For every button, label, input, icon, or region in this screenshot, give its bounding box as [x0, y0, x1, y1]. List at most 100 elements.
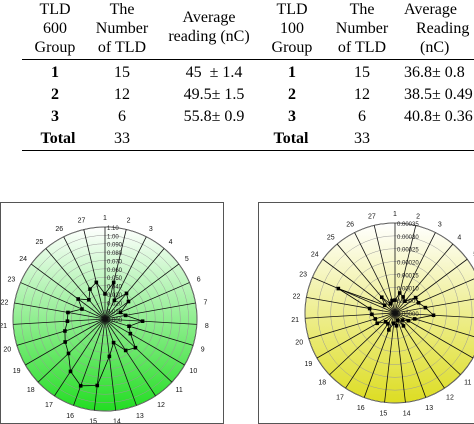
right-row-1-group: 1 [288, 64, 296, 81]
right-row-3-group: 3 [288, 108, 296, 125]
radar-spoke-label: 27 [78, 218, 86, 225]
radar-spoke [83, 229, 106, 320]
radar-ring-label: 0.060 [107, 268, 123, 274]
radar-spoke [30, 263, 106, 320]
radar-spoke-label: 11 [176, 387, 183, 394]
radar-ring-label: 1.10 [107, 226, 119, 232]
radar-ring-label: 0.00010 [397, 286, 419, 292]
radar-data-point [111, 340, 116, 345]
radar-spoke-label: 14 [403, 410, 411, 417]
radar-chart-tld100: 0.00000 0.00005 0.00010 0.00015 0.00020 0.000… [291, 211, 474, 417]
radar-spoke [363, 312, 396, 398]
radar-spoke [104, 318, 137, 406]
radar-spoke-label: 22 [1, 299, 9, 306]
radar-data-point [336, 286, 341, 291]
radar-data-point [375, 321, 379, 326]
radar-spoke [384, 312, 396, 403]
left-row-2-group: 2 [51, 86, 59, 103]
radar-ring-label: 0.00005 [397, 299, 419, 305]
left-row-3-number: 6 [118, 108, 126, 125]
radar-spoke-label: 20 [295, 340, 303, 347]
radar-spoke-label: 13 [136, 413, 144, 420]
right-row-2-reading: 38.5± 0.49 [404, 86, 473, 103]
radar-spoke [306, 296, 396, 314]
radar-ring-label: 0.040 [107, 285, 123, 291]
header-right-number: The Number of TLD [332, 0, 392, 57]
radar-spoke [93, 318, 106, 411]
right-row-1-reading: 36.8± 0.8 [404, 64, 465, 81]
radar-data-point [413, 295, 418, 300]
radar-series-line [64, 281, 144, 387]
left-row-1-number: 15 [114, 64, 130, 81]
right-total-label: Total [273, 130, 309, 147]
header-line: (nC) [420, 39, 450, 56]
results-table: TLD 600 Group The Number of TLD Average … [0, 0, 474, 176]
radar-data-point [126, 299, 131, 304]
radar-spoke-label: 19 [304, 361, 312, 368]
radar-spoke [394, 278, 474, 314]
radar-spoke [394, 312, 474, 319]
radar-data-point [78, 384, 83, 388]
radar-ring-label: 0.020 [107, 301, 123, 307]
radar-ring-label: 0.00000 [397, 312, 419, 318]
header-line: reading (nC) [168, 28, 250, 45]
radar-spoke [394, 312, 427, 398]
radar-data-point [400, 318, 405, 322]
radar-data-point [95, 383, 100, 388]
left-row-2-reading: 49.5± 1.5 [183, 86, 245, 103]
radar-spoke-label: 24 [311, 251, 319, 258]
radar-data-point [393, 298, 397, 302]
radar-spoke-label: 18 [27, 387, 35, 394]
radar-spoke-label: 18 [318, 380, 326, 387]
radar-spoke [336, 243, 396, 314]
radar-spoke [14, 302, 106, 320]
radar-data-point [386, 321, 390, 326]
radar-spoke-label: 17 [45, 402, 53, 409]
radar-data-point [88, 287, 92, 291]
radar-data-point [123, 348, 128, 353]
right-row-2-number: 12 [354, 86, 370, 103]
radar-spoke [13, 318, 106, 325]
radar-data-point [123, 313, 128, 318]
radar-spoke [104, 236, 147, 320]
radar-spoke [394, 312, 474, 338]
radar-spoke [394, 312, 461, 376]
radar-data-point [431, 313, 436, 318]
right-row-3-number: 6 [358, 108, 366, 125]
radar-data-point [392, 321, 396, 326]
radar-spoke-label: 4 [169, 239, 173, 246]
radar-spoke-label: 11 [464, 380, 471, 387]
radar-spoke-label: 17 [336, 395, 344, 402]
radar-spoke-label: 3 [438, 222, 442, 229]
radar-data-point [140, 319, 145, 323]
radar-spoke [104, 318, 173, 383]
radar-spoke-label: 14 [113, 418, 121, 423]
radar-data-point [133, 345, 138, 350]
radar-spoke-label: 2 [416, 214, 420, 221]
header-line: Number [95, 20, 149, 37]
radar-spoke-label: 26 [55, 226, 63, 233]
radar-data-point [397, 291, 402, 295]
radar-data-point [395, 318, 400, 323]
radar-spoke [104, 229, 127, 320]
radar-spoke [16, 318, 106, 346]
radar-data-point [367, 306, 372, 311]
left-row-1-group: 1 [51, 64, 59, 81]
radar-data-point [412, 317, 417, 321]
radar-data-point [387, 328, 391, 332]
header-line: 600 [43, 20, 67, 37]
radar-data-point [103, 292, 107, 296]
header-line: Group [34, 39, 76, 56]
radar-data-point [128, 331, 133, 336]
radar-spoke-label: 21 [291, 317, 299, 324]
radar-data-point [383, 320, 388, 324]
radar-data-point [80, 307, 84, 311]
radar-data-point [401, 324, 406, 328]
radar-spoke [37, 318, 106, 383]
radar-spoke [104, 248, 165, 320]
radar-data-point [63, 329, 67, 333]
radar-chart-tld600-panel: 0.0000.0100.0200.0300.0400.0500.0600.070… [0, 202, 224, 424]
header-line: of TLD [337, 39, 387, 56]
radar-spoke-label: 10 [189, 368, 197, 375]
radar-data-point [403, 299, 407, 303]
